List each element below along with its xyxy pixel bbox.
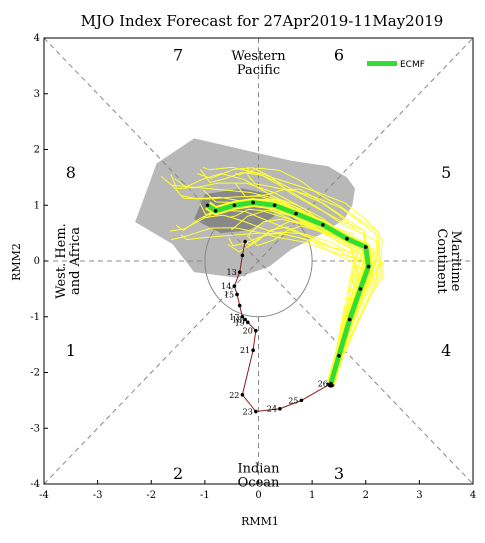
- legend: ECMF: [367, 60, 425, 70]
- observed-point: [254, 409, 258, 414]
- x-axis-label: RMM1: [241, 515, 279, 528]
- phase-label: 8: [66, 163, 76, 182]
- day-label: 21: [240, 346, 250, 355]
- y-tick-label: -3: [30, 423, 40, 434]
- y-tick-label: 4: [34, 33, 40, 44]
- ensemble-mean-point: [345, 236, 349, 241]
- day-label: 25: [288, 396, 298, 405]
- x-tick-label: -1: [200, 490, 210, 501]
- observed-point: [232, 284, 237, 288]
- region-label-line: Western: [231, 49, 286, 64]
- legend-swatch: [367, 61, 397, 66]
- phase-label: 1: [66, 341, 76, 360]
- phase-label: 6: [334, 46, 344, 65]
- observed-line: [233, 241, 332, 413]
- observed-point: [240, 393, 245, 397]
- region-label-line: Continent: [434, 228, 449, 294]
- region-label-line: Indian: [237, 462, 280, 477]
- ensemble-mean-point: [358, 287, 363, 291]
- observed-point: [243, 239, 247, 244]
- x-tick-label: 1: [309, 490, 315, 501]
- region-label-line: West. Hem.: [54, 223, 69, 299]
- region-label: West. Hem. and Africa: [54, 223, 83, 299]
- y-tick-label: 3: [34, 89, 40, 100]
- day-label: 14: [221, 282, 231, 291]
- day-label: 22: [229, 391, 239, 400]
- x-tick-label: -3: [93, 490, 103, 501]
- day-label: 17: [229, 313, 239, 322]
- observed-point: [299, 398, 304, 403]
- x-tick-label: 4: [470, 490, 476, 501]
- ensemble-mean-point: [272, 203, 277, 208]
- observed-point: [254, 328, 258, 333]
- observed-point: [243, 317, 247, 322]
- ensemble-mean-point: [294, 211, 298, 216]
- y-axis-label: RMM2: [10, 243, 23, 281]
- observed-point: [240, 253, 245, 258]
- y-tick-label: 0: [34, 256, 40, 267]
- day-label: 26: [318, 380, 328, 389]
- legend-label-ecmf: ECMF: [400, 60, 425, 70]
- observed-point: [237, 303, 242, 308]
- y-tick-label: 1: [34, 200, 40, 211]
- chart-title: MJO Index Forecast for 27Apr2019-11May20…: [81, 12, 444, 30]
- day-label: 18: [232, 316, 242, 325]
- observed-point: [245, 320, 250, 325]
- region-label-line: Maritime: [448, 231, 463, 292]
- ensemble-member-line: [199, 169, 367, 384]
- day-label: 19: [235, 318, 245, 327]
- ensemble-mean-point: [329, 381, 333, 386]
- x-tick-label: -2: [146, 490, 156, 501]
- day-label: 20: [243, 327, 253, 336]
- y-tick-label: -2: [30, 368, 40, 379]
- region-label-line: Pacific: [237, 63, 280, 78]
- y-tick-label: -4: [30, 479, 40, 490]
- y-tick-label: 2: [34, 145, 40, 156]
- ensemble-mean-point: [321, 222, 325, 227]
- phase-label: 5: [441, 163, 451, 182]
- phase-label: 3: [334, 464, 344, 483]
- ensemble-mean-point: [251, 200, 255, 205]
- observed-point: [251, 348, 255, 353]
- phase-label: 4: [441, 341, 451, 360]
- phase-divider-lines: [44, 38, 473, 484]
- phase-label: 2: [173, 464, 183, 483]
- diagonal-line: [44, 38, 473, 484]
- ensemble-mean-point: [347, 317, 352, 322]
- ensemble-member-line: [246, 225, 384, 384]
- region-label-line: Ocean: [238, 476, 280, 491]
- ensemble-mean-point: [232, 203, 237, 208]
- observed-point: [278, 406, 282, 411]
- ensemble-mean-line: [206, 200, 371, 385]
- day-label: 23: [243, 408, 253, 417]
- x-tick-label: -4: [39, 490, 49, 501]
- day-label: 13: [227, 268, 237, 277]
- observed-point: [235, 292, 239, 297]
- x-tick-label: 2: [363, 490, 369, 501]
- ensemble-mean-point: [213, 209, 218, 213]
- region-label-line: and Africa: [68, 227, 83, 295]
- x-tick-label: 3: [416, 490, 422, 501]
- day-label: 24: [267, 405, 277, 414]
- ensemble-mean-point: [337, 353, 341, 358]
- ensemble-mean-point: [205, 203, 210, 208]
- ensemble-mean-point: [366, 264, 371, 269]
- observed-point: [237, 270, 242, 274]
- phase-label: 7: [173, 46, 183, 65]
- x-tick-label: 0: [255, 490, 261, 501]
- day-label: 15: [224, 290, 234, 299]
- y-tick-label: -1: [30, 312, 40, 323]
- observed-point: [240, 314, 245, 319]
- ensemble-mean-point: [363, 245, 368, 249]
